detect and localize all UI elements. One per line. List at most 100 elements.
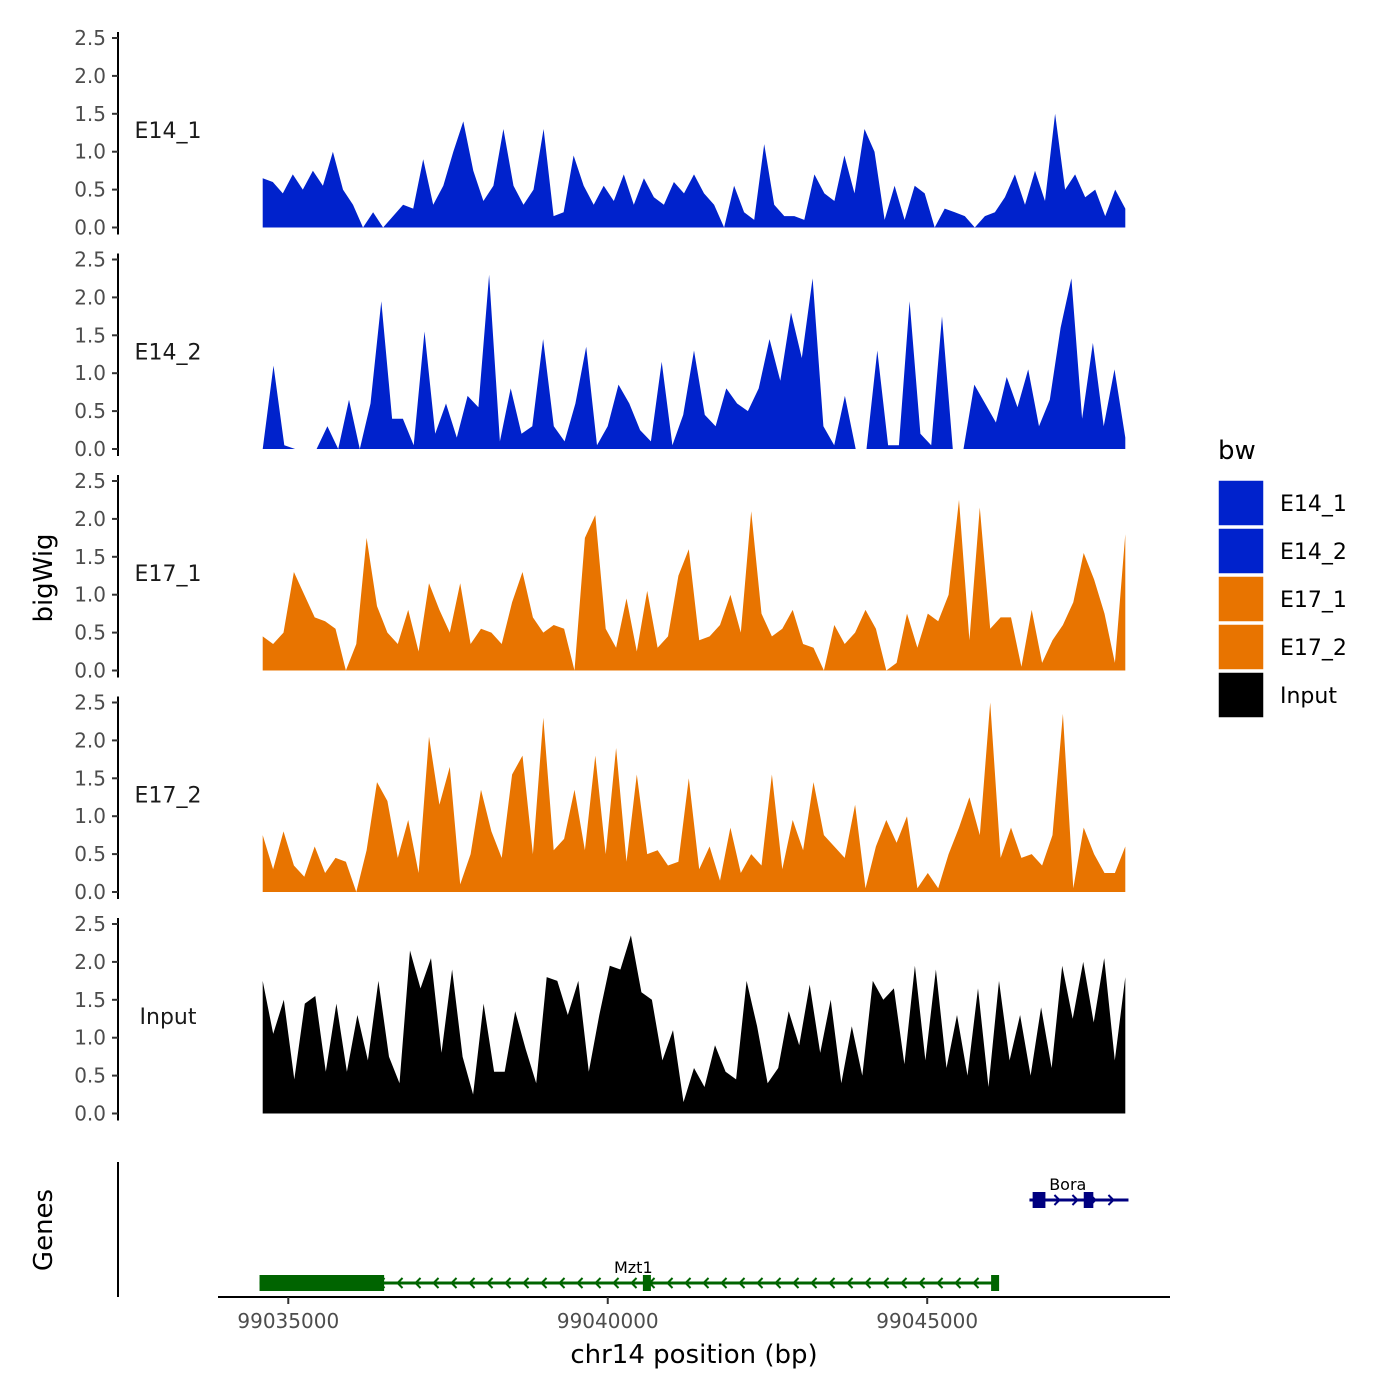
track-e14-2: 0.0 0.5 1.0 1.5 2.0 2.5 E14_2 <box>74 248 1126 461</box>
legend-label: E14_2 <box>1280 540 1347 565</box>
x-tick-label: 99040000 <box>557 1309 659 1333</box>
track-label: Input <box>140 1005 197 1030</box>
genes-axis-title: Genes <box>29 1189 59 1271</box>
legend-label: E17_1 <box>1280 588 1347 613</box>
legend-item-e14-2: E14_2 <box>1217 527 1347 575</box>
x-tick-label: 99045000 <box>876 1309 978 1333</box>
y-tick-label: 2.0 <box>74 285 106 309</box>
y-tick-label: 2.5 <box>74 248 106 272</box>
track-label: E17_1 <box>135 562 202 587</box>
strand-arrow <box>522 1277 530 1289</box>
strand-arrow <box>936 1277 944 1289</box>
y-tick-label: 2.0 <box>74 507 106 531</box>
y-tick-label: 2.0 <box>74 950 106 974</box>
legend-label: Input <box>1280 684 1337 709</box>
strand-arrow <box>414 1277 422 1289</box>
y-tick-label: 1.5 <box>74 766 106 790</box>
strand-arrow <box>594 1277 602 1289</box>
gene-label: Bora <box>1049 1175 1086 1194</box>
y-tick-label: 1.5 <box>74 323 106 347</box>
x-axis-title: chr14 position (bp) <box>570 1340 817 1370</box>
exon-block <box>642 1275 651 1291</box>
track-input: 0.0 0.5 1.0 1.5 2.0 2.5 Input <box>74 912 1126 1126</box>
legend: E14_1 E14_2 E17_1 E17_2 Input <box>1217 479 1347 719</box>
strand-arrow <box>684 1277 692 1289</box>
strand-arrow <box>666 1277 674 1289</box>
y-tick-label: 0.5 <box>74 399 106 423</box>
strand-arrow <box>720 1277 728 1289</box>
track-e17-1: 0.0 0.5 1.0 1.5 2.0 2.5 E17_1 <box>74 469 1126 683</box>
signal-area-e17-2 <box>262 702 1126 892</box>
legend-swatch <box>1217 479 1265 527</box>
strand-arrow <box>972 1277 980 1289</box>
legend-label: E17_2 <box>1280 636 1347 661</box>
strand-arrow <box>918 1277 926 1289</box>
legend-swatch <box>1217 527 1265 575</box>
y-tick-label: 2.5 <box>74 912 106 936</box>
y-tick-label: 1.5 <box>74 102 106 126</box>
y-tick-label: 1.5 <box>74 545 106 569</box>
track-label: E14_2 <box>135 340 202 365</box>
strand-arrow <box>756 1277 764 1289</box>
y-tick-label: 0.0 <box>74 437 106 461</box>
strand-arrow <box>576 1277 584 1289</box>
strand-arrow <box>702 1277 710 1289</box>
strand-arrow <box>468 1277 476 1289</box>
track-e14-1: 0.0 0.5 1.0 1.5 2.0 2.5 E14_1 <box>74 26 1126 240</box>
genes-panel: Bora Mzt1 <box>117 1162 1129 1297</box>
y-tick-label: 0.0 <box>74 216 106 240</box>
exon-block <box>1032 1192 1046 1208</box>
legend-swatch <box>1217 575 1265 623</box>
gene-bora: Bora <box>1029 1175 1129 1208</box>
strand-arrow <box>558 1277 566 1289</box>
strand-arrow <box>504 1277 512 1289</box>
legend-item-input: Input <box>1217 671 1337 719</box>
y-tick-label: 1.0 <box>74 583 106 607</box>
y-tick-label: 1.0 <box>74 1026 106 1050</box>
strand-arrow <box>774 1277 782 1289</box>
y-tick-label: 1.0 <box>74 140 106 164</box>
gene-mzt1: Mzt1 <box>259 1258 1000 1291</box>
y-tick-label: 2.5 <box>74 691 106 715</box>
strand-arrow <box>432 1277 440 1289</box>
y-axis-title: bigWig <box>29 533 59 622</box>
strand-arrow <box>396 1277 404 1289</box>
y-tick-label: 2.5 <box>74 469 106 493</box>
y-tick-label: 0.5 <box>74 842 106 866</box>
y-tick-label: 2.5 <box>74 26 106 50</box>
y-tick-label: 0.5 <box>74 178 106 202</box>
legend-label: E14_1 <box>1280 492 1347 517</box>
strand-arrow <box>792 1277 800 1289</box>
signal-area-input <box>262 935 1126 1114</box>
y-tick-label: 0.5 <box>74 1064 106 1088</box>
track-e17-2: 0.0 0.5 1.0 1.5 2.0 2.5 E17_2 <box>74 691 1126 904</box>
strand-arrow <box>738 1277 746 1289</box>
strand-arrow <box>1071 1194 1079 1206</box>
strand-arrow <box>612 1277 620 1289</box>
exon-block <box>1083 1192 1094 1208</box>
signal-tracks: 0.0 0.5 1.0 1.5 2.0 2.5 E14_1 0.0 0.5 1.0 1.5 2.0 2.… <box>74 26 1126 1126</box>
strand-arrow <box>630 1277 638 1289</box>
strand-arrow <box>828 1277 836 1289</box>
strand-arrow <box>810 1277 818 1289</box>
x-axis: 99035000 99040000 99045000 <box>218 1296 1170 1333</box>
strand-arrow <box>486 1277 494 1289</box>
strand-arrow <box>540 1277 548 1289</box>
strand-arrow <box>1053 1194 1061 1206</box>
strand-arrow <box>864 1277 872 1289</box>
legend-swatch <box>1217 671 1265 719</box>
legend-item-e17-2: E17_2 <box>1217 623 1347 671</box>
strand-arrow <box>900 1277 908 1289</box>
strand-arrow <box>954 1277 962 1289</box>
y-tick-label: 1.0 <box>74 804 106 828</box>
y-tick-label: 0.0 <box>74 1102 106 1126</box>
legend-item-e17-1: E17_1 <box>1217 575 1347 623</box>
y-tick-label: 1.0 <box>74 361 106 385</box>
y-tick-label: 2.0 <box>74 64 106 88</box>
gene-label: Mzt1 <box>614 1258 653 1277</box>
strand-arrow <box>450 1277 458 1289</box>
y-tick-label: 2.0 <box>74 728 106 752</box>
y-tick-label: 0.0 <box>74 659 106 683</box>
strand-arrow <box>846 1277 854 1289</box>
